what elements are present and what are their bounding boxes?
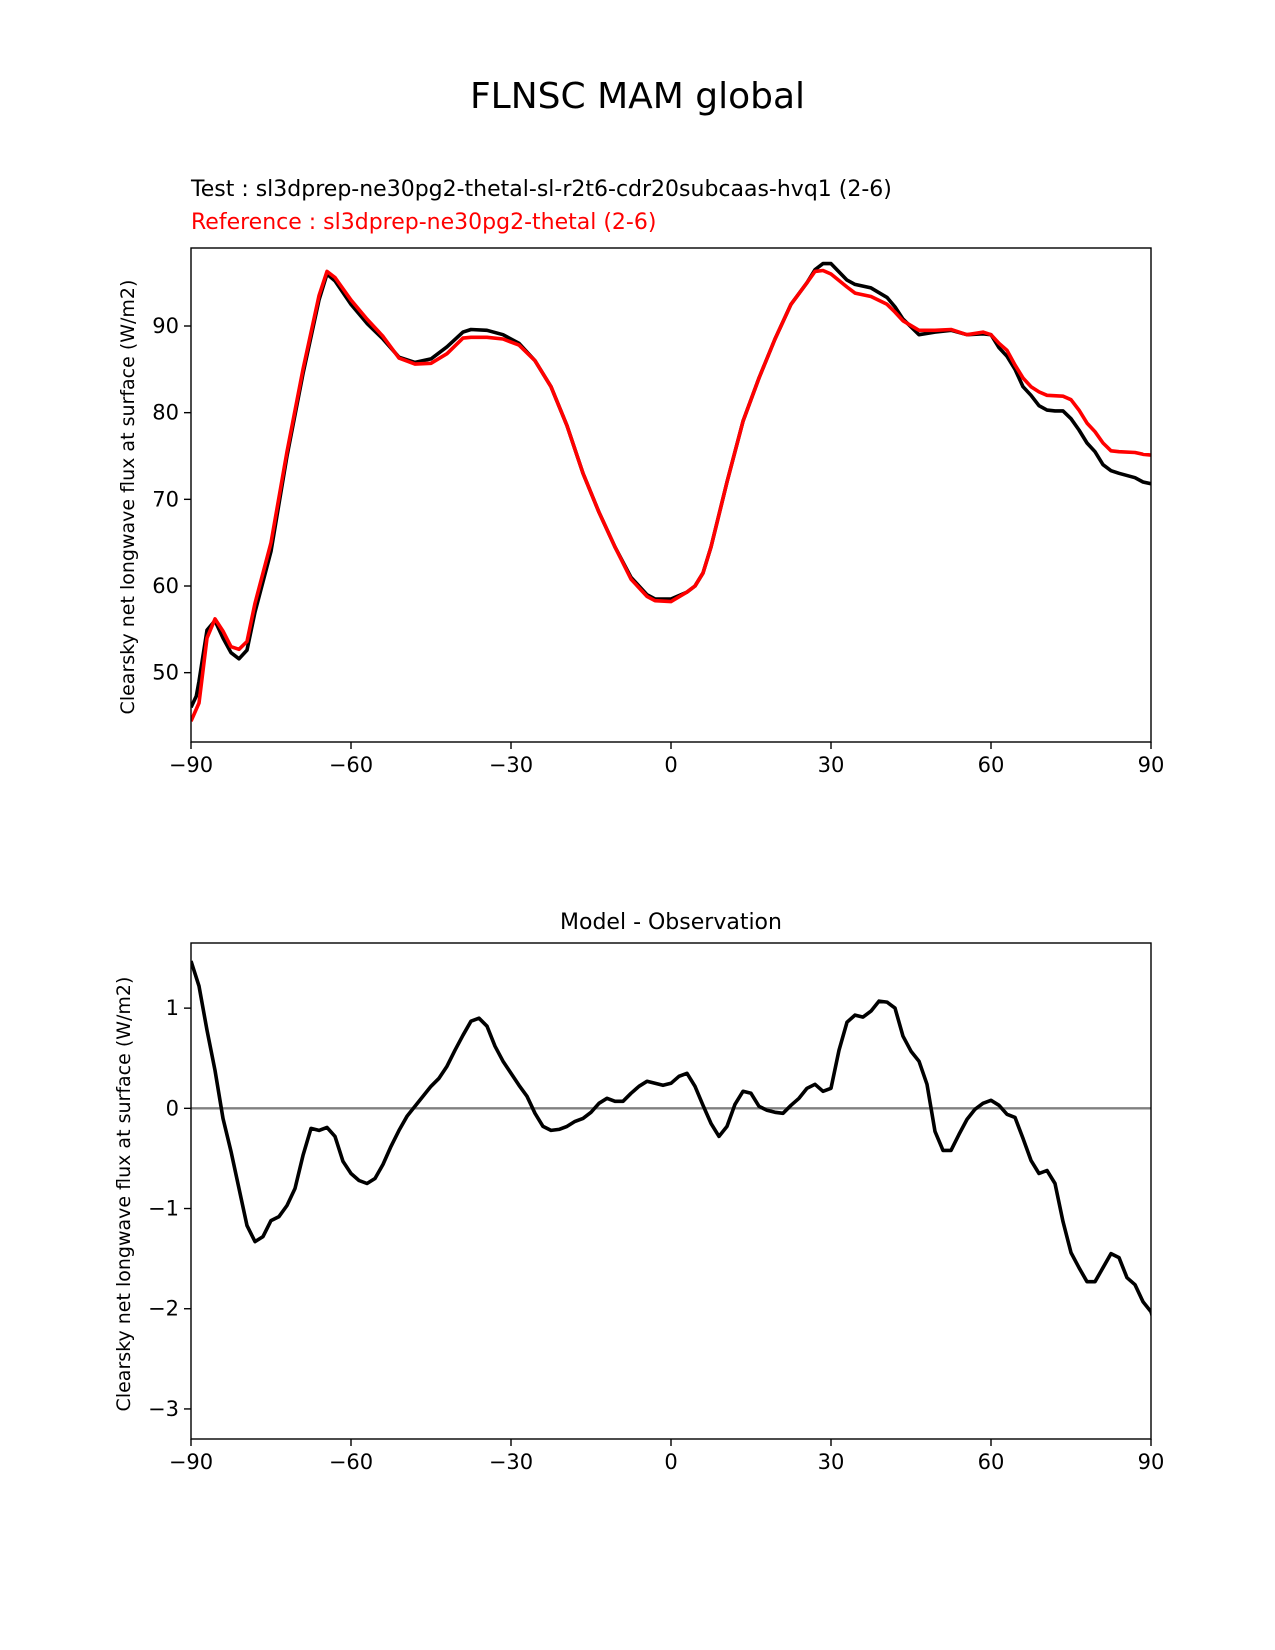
x-tick-label: −90 [169,1450,213,1474]
top-chart-ticks: −90 −60 −30 0 30 60 90 50 60 70 80 90 [152,314,1164,777]
figure-title: FLNSC MAM global [470,76,805,117]
x-tick-label: −60 [329,1450,373,1474]
bottom-chart-ticks: −90 −60 −30 0 30 60 90 −3 −2 −1 0 1 [148,996,1164,1474]
bottom-chart-series-layer [191,960,1151,1319]
x-tick-label: 90 [1138,1450,1165,1474]
bottom-title: Model - Observation [560,910,782,935]
test-label: Test : sl3dprep-ne30pg2-thetal-sl-r2t6-c… [190,177,892,202]
x-tick-label: −30 [489,753,533,777]
x-tick-label: 30 [818,753,845,777]
y-tick-label: −2 [148,1297,179,1321]
bottom-chart-panel: Model - Observation Clearsky net longwav… [113,910,1164,1474]
y-tick-label: 60 [152,574,179,598]
x-tick-label: 60 [978,1450,1005,1474]
top-chart-panel: Test : sl3dprep-ne30pg2-thetal-sl-r2t6-c… [117,177,1164,777]
y-tick-label: 70 [152,487,179,511]
y-tick-label: −1 [148,1197,179,1221]
y-tick-label: −3 [148,1397,179,1421]
bottom-chart-frame [190,942,1152,1440]
reference-label: Reference : sl3dprep-ne30pg2-thetal (2-6… [191,210,656,235]
y-tick-label: 90 [152,314,179,338]
y-tick-label: 50 [152,661,179,685]
x-tick-label: −90 [169,753,213,777]
y-tick-label: 80 [152,401,179,425]
top-chart-series-layer [191,261,1151,722]
top-ylabel: Clearsky net longwave flux at surface (W… [117,280,139,715]
top-chart-frame [190,247,1152,743]
y-tick-label: 0 [166,1096,179,1120]
x-tick-label: 0 [664,753,677,777]
y-tick-label: 1 [166,996,179,1020]
series-line-reference [191,268,1151,722]
series-line-model-observation [191,960,1151,1319]
x-tick-label: 60 [978,753,1005,777]
x-tick-label: 30 [818,1450,845,1474]
x-tick-label: −30 [489,1450,533,1474]
x-tick-label: −60 [329,753,373,777]
x-tick-label: 0 [664,1450,677,1474]
bottom-ylabel: Clearsky net longwave flux at surface (W… [113,977,135,1412]
x-tick-label: 90 [1138,753,1165,777]
